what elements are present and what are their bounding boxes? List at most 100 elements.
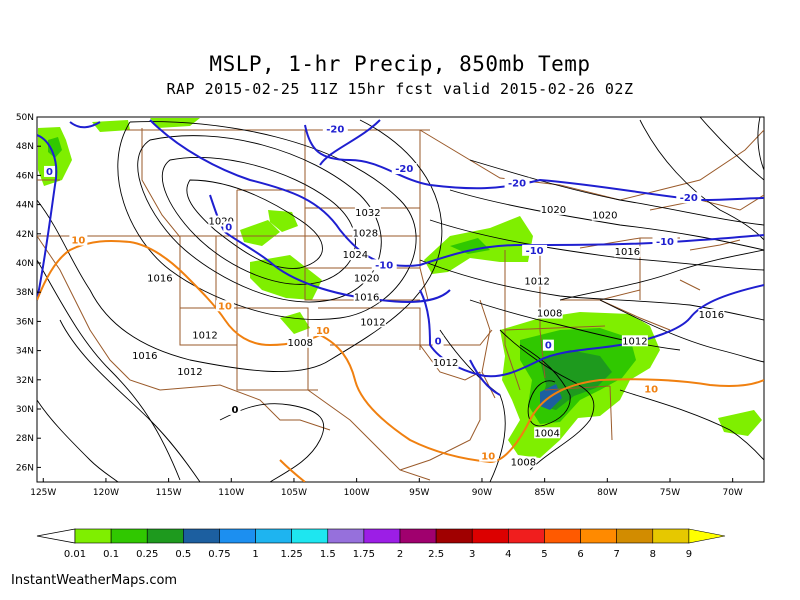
lon-label: 90W [472,488,492,498]
isobar-label-bg [176,365,203,377]
isobar-label-text: 1008 [537,309,562,320]
temp-label-bg [229,403,241,415]
temp-label-text: 0 [232,405,239,416]
lon-label: 120W [93,488,119,498]
isobar-label: 1016 [698,309,725,321]
temp-label: -10 [522,244,548,257]
isobar-labels: 1020 1032 1028 1024 1020 1016 1012 1008 1012 1016… [131,203,725,468]
lon-label: 125W [30,488,56,498]
temp-label: -10 [652,236,678,248]
isobar-label-text: 1032 [355,208,380,219]
isobar-label-bg [536,307,563,319]
colorbar-label: 1 [252,549,258,560]
isobar-label-bg [342,249,369,261]
temp-label: 0 [44,165,56,178]
temp-label-text: -20 [395,164,413,175]
isobar-label: 1028 [352,227,379,239]
temp-label-bg [652,236,678,248]
colorbar-label: 5 [541,549,547,560]
colorbar-swatch [652,528,690,544]
isobar-label: 1032 [354,206,381,219]
isobar-label-bg [353,272,380,284]
temp-label-bg [313,325,332,337]
lon-label: 115W [156,488,182,498]
temp-label-bg [69,234,88,246]
temp-contours-warm [37,240,764,482]
temp-label: -10 [371,259,397,271]
temp-label-bg [44,165,56,177]
isobar-label: 1020 [540,203,567,216]
isobar-label: 1016 [131,349,158,362]
isobar-label: 1004 [534,427,561,439]
temp-label-bg [391,163,417,175]
isobar-label-bg [353,291,380,303]
isobar-label: 1012 [432,357,459,369]
isobar-label-text: 1024 [343,250,368,261]
colorbar-swatch [544,528,581,544]
lat-label: 30N [16,405,34,415]
lat-label: 50N [16,113,34,123]
isobar-label: 1016 [353,291,380,304]
temp-label-bg [432,335,444,347]
isobar-label-text: 1012 [360,317,385,328]
isobar-label-bg [510,456,537,468]
temp-label: 10 [479,450,498,463]
colorbar-label: 1.5 [320,549,336,560]
isobar-label-bg [432,357,459,369]
colorbar-label: 1.25 [281,549,303,560]
isobar-label: 1020 [591,209,618,222]
map-title: MSLP, 1-hr Precip, 850mb Temp [209,52,591,76]
temp-label-bg [322,123,348,135]
temp-label: 0 [229,403,241,416]
colorbar-label: 0.5 [175,549,191,560]
temp-label-text: -20 [326,125,344,136]
temp-label-text: -20 [508,179,526,190]
colorbar-swatch [291,528,329,544]
isobar-label-bg [287,336,314,348]
colorbar-swatch [74,528,112,544]
temp-label: -20 [391,163,417,175]
temp-label-text: -20 [680,193,698,204]
isobar-label-bg [698,309,725,321]
isobar-label: 1008 [536,307,563,320]
lat-label: 32N [16,376,34,386]
temp-labels: -20 -20 -20 -20 0 0 -10 -10 -10 0 0 10 10 10 10 10 0 [44,123,702,463]
temp-label: 10 [69,234,88,247]
lon-label: 75W [660,488,680,498]
lat-label: 44N [16,201,34,211]
colorbar-label: 0.25 [136,549,158,560]
isobar-label-bg [131,349,158,361]
isobar-label-text: 1016 [699,310,724,321]
isobar-label-text: 1028 [353,228,378,239]
isobar-label-bg [146,272,173,284]
isobar-label-text: 1008 [287,338,312,349]
lat-label: 34N [16,347,34,357]
isobar-label-bg [352,227,379,239]
temp-label-bg [216,300,235,312]
colorbar-label: 0.1 [103,549,119,560]
isobar-label-bg [540,203,567,215]
isobar-label-text: 1012 [524,276,549,287]
isobar-label: 1016 [614,246,641,258]
colorbar-label: 6 [577,549,583,560]
temp-label-bg [542,339,554,351]
isobar-label-bg [614,246,641,258]
temp-label-text: 10 [481,452,495,463]
temp-label-bg [522,244,548,256]
lat-label: 46N [16,171,34,181]
temp-label: 0 [542,339,554,352]
colorbar-label: 0.75 [208,549,230,560]
isobar-label-text: 1016 [147,274,172,285]
latitude-labels: 50N 48N 46N 44N 42N 40N 38N 36N 34N 32N 30N 28N 26N [16,113,41,473]
temp-label-text: 0 [46,167,53,178]
colorbar-swatch [399,528,437,544]
isobar-label-bg [621,335,648,347]
temp-label: -20 [322,123,348,136]
temp-label: -20 [504,177,530,190]
temp-label: -20 [676,192,702,204]
temp-label-text: 0 [435,336,442,347]
lon-label: 80W [597,488,617,498]
isobar-label-bg [354,206,381,218]
isobar-label: 1024 [342,249,369,261]
